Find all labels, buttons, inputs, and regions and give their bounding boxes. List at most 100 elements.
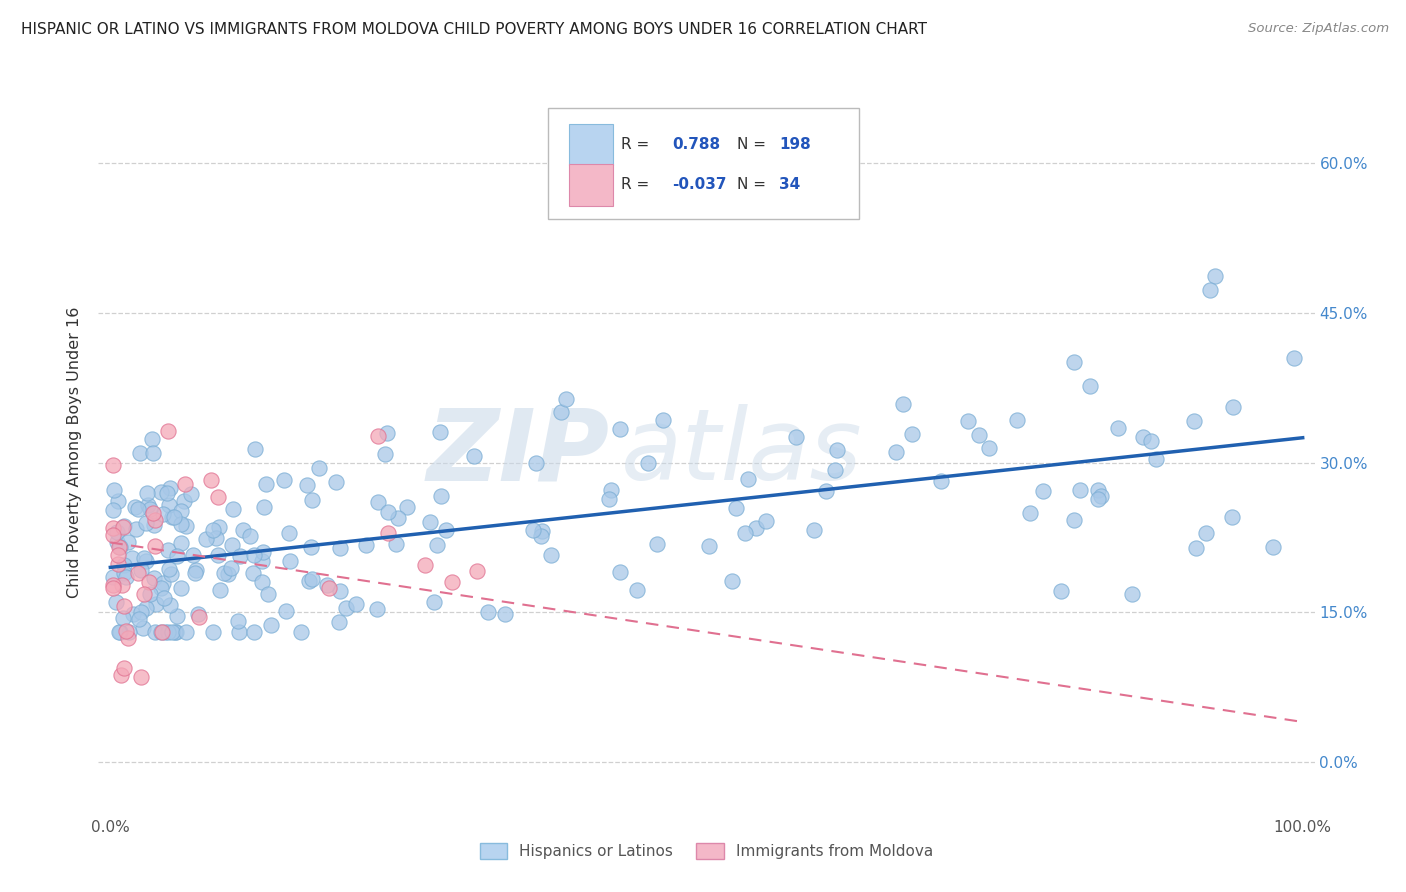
Point <box>477 606 499 620</box>
Point <box>142 506 165 520</box>
Point <box>387 510 409 524</box>
Point <box>329 541 352 556</box>
Point <box>1121 587 1143 601</box>
Point <box>204 531 226 545</box>
Point <box>524 456 547 470</box>
Point <box>814 483 837 498</box>
Point <box>637 456 659 470</box>
Point <box>101 458 124 472</box>
Point <box>555 392 578 407</box>
Point <box>135 516 157 530</box>
Point <box>156 485 179 500</box>
Point <box>325 475 347 489</box>
Point <box>143 539 166 553</box>
Point <box>101 581 124 595</box>
Point <box>118 625 141 640</box>
Point <box>540 548 562 562</box>
Text: R =: R = <box>621 137 650 153</box>
Point <box>335 600 357 615</box>
Point <box>142 571 165 585</box>
Point <box>825 443 848 458</box>
Point <box>396 500 419 514</box>
Point <box>377 526 399 541</box>
Point <box>884 445 907 459</box>
FancyBboxPatch shape <box>548 108 859 219</box>
Point <box>134 550 156 565</box>
Point <box>1199 283 1222 297</box>
Point <box>141 433 163 447</box>
Point <box>219 561 242 575</box>
Point <box>463 449 485 463</box>
Point <box>173 476 195 491</box>
Point <box>112 566 135 581</box>
Point <box>222 501 245 516</box>
Point <box>1087 483 1109 497</box>
FancyBboxPatch shape <box>569 124 613 166</box>
Point <box>226 614 249 628</box>
Point <box>755 514 778 528</box>
Point <box>127 566 149 580</box>
Point <box>242 566 264 580</box>
Point <box>1063 512 1085 526</box>
Point <box>135 554 157 568</box>
Point <box>413 558 436 573</box>
Point <box>1220 510 1243 524</box>
Text: 198: 198 <box>779 137 811 153</box>
Point <box>150 624 173 639</box>
Point <box>187 607 209 621</box>
Point <box>243 548 266 562</box>
Point <box>1282 351 1305 365</box>
Point <box>101 527 124 541</box>
Point <box>142 446 165 460</box>
Point <box>121 551 143 566</box>
Point <box>107 558 129 572</box>
Point <box>166 608 188 623</box>
Point <box>785 430 807 444</box>
Point <box>159 599 181 613</box>
Point <box>129 605 152 619</box>
Point <box>429 425 451 440</box>
Point <box>201 523 224 537</box>
Point <box>112 519 135 533</box>
Point <box>104 595 127 609</box>
Point <box>163 625 186 640</box>
Point <box>128 612 150 626</box>
Point <box>426 538 449 552</box>
Text: atlas: atlas <box>621 404 863 501</box>
Point <box>430 489 453 503</box>
Point <box>108 540 131 554</box>
Point <box>150 484 173 499</box>
Point <box>107 549 129 563</box>
Point <box>184 566 207 580</box>
Point <box>135 601 157 615</box>
Point <box>117 632 139 646</box>
Point <box>318 581 340 595</box>
Point <box>127 501 149 516</box>
Point <box>257 586 280 600</box>
Point <box>221 538 243 552</box>
Text: HISPANIC OR LATINO VS IMMIGRANTS FROM MOLDOVA CHILD POVERTY AMONG BOYS UNDER 16 : HISPANIC OR LATINO VS IMMIGRANTS FROM MO… <box>21 22 927 37</box>
Point <box>803 523 825 537</box>
Point <box>308 461 330 475</box>
Point <box>174 518 197 533</box>
Point <box>124 500 146 515</box>
Point <box>737 472 759 486</box>
Point <box>156 625 179 640</box>
Point <box>111 577 134 591</box>
Point <box>105 524 128 539</box>
Point <box>1005 413 1028 427</box>
Point <box>143 517 166 532</box>
Point <box>150 625 173 640</box>
Point <box>145 597 167 611</box>
Point <box>152 576 174 591</box>
Point <box>1019 506 1042 520</box>
Point <box>162 509 184 524</box>
Point <box>170 504 193 518</box>
Point <box>201 625 224 640</box>
Point <box>114 624 136 638</box>
Text: N =: N = <box>737 178 766 193</box>
Point <box>173 493 195 508</box>
Point <box>157 424 180 438</box>
Point <box>697 540 720 554</box>
Point <box>260 617 283 632</box>
